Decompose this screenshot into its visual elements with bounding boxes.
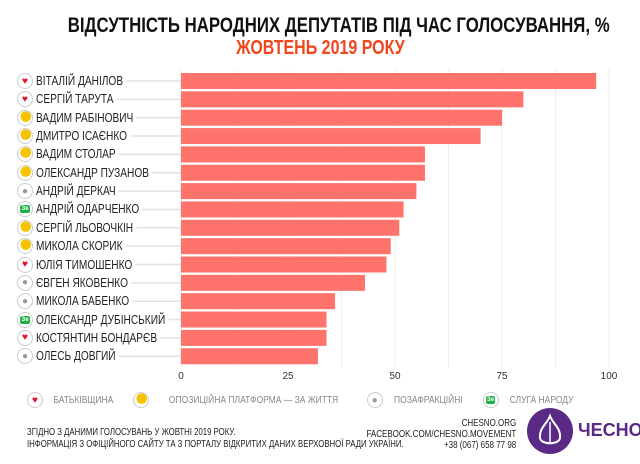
bar-chart bbox=[40, 69, 610, 367]
opposition-platform-icon bbox=[17, 146, 33, 163]
opposition-platform-icon bbox=[17, 238, 33, 255]
contacts: CHESNO.ORG FACEBOOK.COM/CHESNO.MOVEMENT … bbox=[329, 418, 516, 451]
deputy-label: ОЛЕСЬ ДОВГИЙ bbox=[36, 347, 142, 366]
site-link[interactable]: CHESNO.ORG bbox=[461, 418, 516, 429]
chart-subtitle: ЖОВТЕНЬ 2019 РОКУ bbox=[0, 37, 640, 60]
deputy-label: ЮЛІЯ ТИМОШЕНКО bbox=[36, 255, 163, 274]
bar bbox=[181, 219, 400, 236]
x-tick-label: 100 bbox=[600, 371, 618, 382]
deputy-label: ВАДИМ СТОЛАР bbox=[36, 145, 142, 164]
deputy-name: ВАДИМ СТОЛАР bbox=[36, 145, 119, 164]
person-icon: ● bbox=[17, 274, 33, 291]
bar bbox=[181, 183, 417, 200]
servant-of-people-icon: Зе bbox=[482, 392, 499, 408]
servant-of-people-icon: Зе bbox=[17, 311, 33, 328]
person-icon: ● bbox=[17, 293, 33, 310]
deputy-label: ВАДИМ РАБІНОВИЧ bbox=[36, 108, 165, 127]
legend-label: СЛУГА НАРОДУ bbox=[509, 394, 574, 406]
deputy-name: АНДРІЙ ДЕРКАЧ bbox=[36, 182, 119, 201]
deputy-name: ДМИТРО ІСАЄНКО bbox=[36, 127, 131, 146]
legend-label: БАТЬКІВЩИНА bbox=[53, 394, 114, 406]
legend-item: ● ПОЗАФРАКЦІЙНІ bbox=[366, 392, 469, 408]
chesno-logo-icon bbox=[527, 408, 573, 454]
facebook-link[interactable]: FACEBOOK.COM/CHESNO.MOVEMENT bbox=[366, 429, 516, 440]
bar bbox=[181, 293, 336, 310]
x-tick-label: 25 bbox=[282, 371, 294, 382]
heart-icon: ♥ bbox=[17, 256, 33, 273]
deputy-label: ОЛЕКСАНДР ДУБІНСЬКИЙ bbox=[36, 310, 206, 329]
x-tick-label: 0 bbox=[178, 371, 184, 382]
opposition-platform-icon bbox=[17, 164, 33, 181]
deputy-name: КОСТЯНТИН БОНДАРЄВ bbox=[36, 328, 161, 347]
chart-subtitle-text: ЖОВТЕНЬ 2019 РОКУ bbox=[235, 37, 405, 59]
footer-note-2: ІНФОРМАЦІЯ З ОФІЦІЙНОГО САЙТУ ТА З ПОРТА… bbox=[27, 439, 404, 450]
bar bbox=[181, 329, 327, 346]
legend-item: ОПОЗИЦІЙНА ПЛАТФОРМА — ЗА ЖИТТЯ bbox=[132, 392, 353, 408]
x-tick-label: 75 bbox=[496, 371, 508, 382]
deputy-name: СЕРГІЙ ТАРУТА bbox=[36, 90, 117, 109]
deputy-label: АНДРІЙ ОДАРЧЕНКО bbox=[36, 200, 172, 219]
person-icon: ● bbox=[17, 348, 33, 365]
heart-icon: ♥ bbox=[17, 329, 33, 346]
deputy-label: ЄВГЕН ЯКОВЕНКО bbox=[36, 273, 158, 292]
heart-icon: ♥ bbox=[27, 392, 43, 408]
bar bbox=[181, 256, 387, 273]
deputy-name: МИКОЛА СКОРИК bbox=[36, 237, 126, 256]
deputy-label: ДМИТРО ІСАЄНКО bbox=[36, 127, 157, 146]
opposition-platform-icon bbox=[17, 128, 33, 145]
deputy-name: ОЛЕСЬ ДОВГИЙ bbox=[36, 347, 119, 366]
bar bbox=[181, 348, 318, 365]
deputy-name: ВАДИМ РАБІНОВИЧ bbox=[36, 108, 137, 127]
phone: +38 (067) 658 77 98 bbox=[443, 440, 516, 451]
bar bbox=[181, 128, 481, 145]
deputy-name: АНДРІЙ ОДАРЧЕНКО bbox=[36, 200, 143, 219]
deputy-label: КОСТЯНТИН БОНДАРЄВ bbox=[36, 328, 195, 347]
deputy-label: МИКОЛА БАБЕНКО bbox=[36, 292, 159, 311]
bar bbox=[181, 164, 425, 181]
footer-notes: ЗГІДНО З ДАНИМИ ГОЛОСУВАНЬ У ЖОВТНІ 2019… bbox=[27, 427, 510, 451]
footer-note-1: ЗГІДНО З ДАНИМИ ГОЛОСУВАНЬ У ЖОВТНІ 2019… bbox=[27, 427, 236, 438]
bar bbox=[181, 274, 366, 291]
legend-label: ПОЗАФРАКЦІЙНІ bbox=[393, 394, 463, 406]
opposition-platform-icon bbox=[17, 109, 33, 126]
servant-of-people-icon: Зе bbox=[17, 201, 33, 218]
heart-icon: ♥ bbox=[17, 73, 33, 89]
bar bbox=[181, 311, 327, 328]
deputy-label: СЕРГІЙ ТАРУТА bbox=[36, 90, 139, 109]
deputy-name: ОЛЕКСАНДР ДУБІНСЬКИЙ bbox=[36, 310, 169, 329]
bar bbox=[181, 73, 597, 89]
bar bbox=[181, 238, 391, 255]
deputy-name: ВІТАЛІЙ ДАНІЛОВ bbox=[36, 72, 127, 90]
opposition-platform-icon bbox=[17, 219, 33, 236]
deputy-name: ОЛЕКСАНДР ПУЗАНОВ bbox=[36, 163, 153, 182]
person-icon: ● bbox=[17, 183, 33, 200]
bar bbox=[181, 109, 502, 126]
bar bbox=[181, 146, 425, 163]
chart-title: ВІДСУТНІСТЬ НАРОДНИХ ДЕПУТАТІВ ПІД ЧАС Г… bbox=[0, 14, 640, 38]
deputy-label: СЕРГІЙ ЛЬОВОЧКІН bbox=[36, 218, 165, 237]
deputy-name: ЄВГЕН ЯКОВЕНКО bbox=[36, 273, 132, 292]
deputy-name: ЮЛІЯ ТИМОШЕНКО bbox=[36, 255, 136, 274]
bar bbox=[181, 201, 404, 218]
opposition-platform-icon bbox=[132, 392, 149, 408]
heart-icon: ♥ bbox=[17, 91, 33, 108]
deputy-name: СЕРГІЙ ЛЬОВОЧКІН bbox=[36, 218, 137, 237]
legend: ♥ БАТЬКІВЩИНА ОПОЗИЦІЙНА ПЛАТФОРМА — ЗА ЖИ… bbox=[27, 392, 593, 408]
legend-item: Зе СЛУГА НАРОДУ bbox=[482, 392, 579, 408]
deputy-label: АНДРІЙ ДЕРКАЧ bbox=[36, 182, 142, 201]
deputy-name: МИКОЛА БАБЕНКО bbox=[36, 292, 133, 311]
legend-label: ОПОЗИЦІЙНА ПЛАТФОРМА — ЗА ЖИТТЯ bbox=[168, 394, 338, 406]
chart-title-text: ВІДСУТНІСТЬ НАРОДНИХ ДЕПУТАТІВ ПІД ЧАС Г… bbox=[67, 14, 610, 37]
logo-text: ЧЕСНО bbox=[578, 420, 640, 440]
bar bbox=[181, 91, 524, 108]
legend-item: ♥ БАТЬКІВЩИНА bbox=[27, 392, 119, 408]
deputy-label: МИКОЛА СКОРИК bbox=[36, 237, 151, 256]
person-icon: ● bbox=[366, 392, 383, 408]
x-tick-label: 50 bbox=[389, 371, 401, 382]
deputy-label: ВІТАЛІЙ ДАНІЛОВ bbox=[36, 72, 152, 90]
deputy-label: ОЛЕКСАНДР ПУЗАНОВ bbox=[36, 163, 185, 182]
